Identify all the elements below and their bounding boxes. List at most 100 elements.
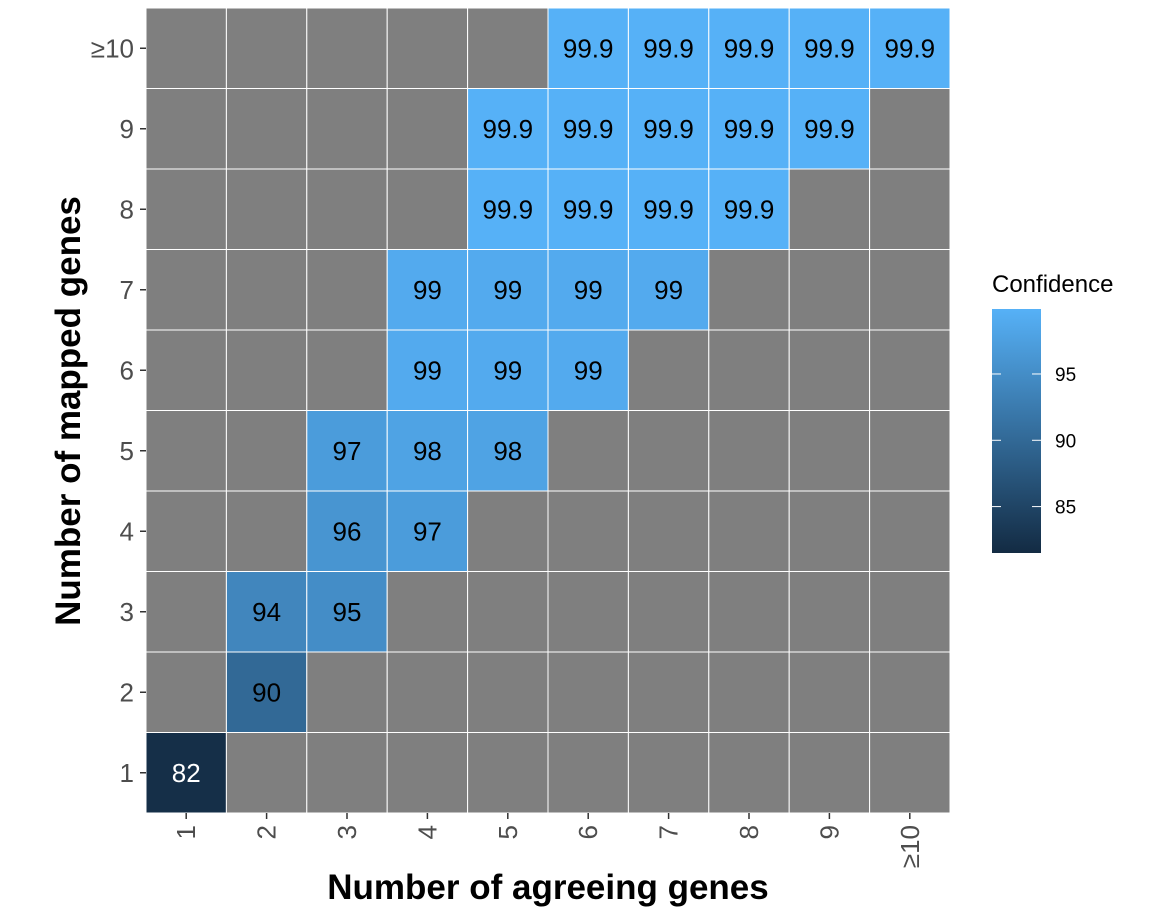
heatmap-cell-empty xyxy=(788,732,871,814)
heatmap-cell-empty xyxy=(225,88,308,170)
legend-tick-label: 90 xyxy=(1055,431,1076,452)
cell-value-label: 99 xyxy=(413,355,442,385)
x-axis: 1 2 3 4 5 6 7 8 9 ≥10 xyxy=(171,813,925,868)
cell-value-label: 99.9 xyxy=(563,33,614,63)
heatmap-cells xyxy=(145,7,951,814)
heatmap-cell-empty xyxy=(225,732,308,814)
cell-value-label: 99.9 xyxy=(884,33,935,63)
cell-value-label: 99.9 xyxy=(482,114,533,144)
heatmap-cell xyxy=(306,571,388,653)
y-tick-label: 5 xyxy=(120,436,134,466)
heatmap-cell-empty xyxy=(225,7,308,89)
heatmap-cell-empty xyxy=(467,571,549,653)
heatmap-cell-empty xyxy=(708,410,790,492)
cell-value-label: 90 xyxy=(252,677,281,707)
heatmap-cell-empty xyxy=(708,732,790,814)
heatmap-cell-empty xyxy=(386,651,469,733)
heatmap-cell-empty xyxy=(788,571,871,653)
cell-value-label: 99 xyxy=(493,355,522,385)
heatmap-cell-empty xyxy=(145,651,227,733)
heatmap-cell xyxy=(547,88,629,170)
heatmap-cell-empty xyxy=(467,651,549,733)
y-axis-title: Number of mapped genes xyxy=(49,196,88,626)
heatmap-cell xyxy=(708,7,790,89)
heatmap-cell-empty xyxy=(467,732,549,814)
heatmap-cell-empty xyxy=(225,249,308,331)
heatmap-cell xyxy=(627,249,710,331)
cell-value-label: 99 xyxy=(654,275,683,305)
cell-value-label: 99.9 xyxy=(804,33,855,63)
legend: Confidence 85 90 95 xyxy=(992,271,1113,553)
heatmap-cell-empty xyxy=(225,490,308,572)
heatmap-cell-empty xyxy=(467,7,549,89)
cell-value-label: 97 xyxy=(413,516,442,546)
heatmap-cell-empty xyxy=(708,571,790,653)
heatmap-cell-empty xyxy=(306,651,388,733)
heatmap-cell-empty xyxy=(869,410,951,492)
heatmap-cell-empty xyxy=(788,329,871,411)
legend-colorbar xyxy=(992,309,1041,553)
legend-tick-label: 95 xyxy=(1055,365,1076,386)
heatmap-cell-empty xyxy=(306,168,388,250)
legend-tick-label: 85 xyxy=(1055,498,1076,519)
heatmap-cell xyxy=(869,7,951,89)
x-tick-label: 6 xyxy=(573,825,603,839)
y-tick-label: 9 xyxy=(120,114,134,144)
heatmap-cell-empty xyxy=(869,329,951,411)
heatmap-cell-empty xyxy=(145,249,227,331)
heatmap-cell-empty xyxy=(306,249,388,331)
heatmap-cell xyxy=(386,329,469,411)
heatmap-cell-empty xyxy=(708,249,790,331)
heatmap-cell xyxy=(547,249,629,331)
y-tick-label: 1 xyxy=(120,758,134,788)
x-tick-label: 3 xyxy=(332,825,362,839)
heatmap-cell-empty xyxy=(145,7,227,89)
heatmap-cell xyxy=(467,88,549,170)
heatmap-cell xyxy=(467,329,549,411)
heatmap-cell-empty xyxy=(788,651,871,733)
cell-value-label: 99 xyxy=(493,275,522,305)
heatmap-cell xyxy=(145,732,227,814)
heatmap-cell-empty xyxy=(869,88,951,170)
heatmap-cell-empty xyxy=(145,329,227,411)
heatmap-cell-empty xyxy=(708,490,790,572)
cell-value-label: 98 xyxy=(413,436,442,466)
heatmap-cell-empty xyxy=(869,571,951,653)
x-tick-label: ≥10 xyxy=(895,825,925,868)
x-tick-label: 1 xyxy=(171,825,201,839)
heatmap-cell xyxy=(225,571,308,653)
heatmap-cell-empty xyxy=(386,571,469,653)
cell-value-label: 99.9 xyxy=(724,194,775,224)
cell-value-label: 95 xyxy=(333,597,362,627)
heatmap-cell-empty xyxy=(386,168,469,250)
cell-value-label: 99.9 xyxy=(643,33,694,63)
heatmap-cell xyxy=(547,7,629,89)
cell-value-label: 94 xyxy=(252,597,281,627)
heatmap-cell-empty xyxy=(869,651,951,733)
heatmap-cell-empty xyxy=(386,732,469,814)
x-tick-label: 5 xyxy=(493,825,523,839)
heatmap-cell-empty xyxy=(788,410,871,492)
heatmap-cell xyxy=(627,168,710,250)
heatmap-cell xyxy=(225,651,308,733)
heatmap-cell xyxy=(306,490,388,572)
cell-value-label: 98 xyxy=(493,436,522,466)
cell-value-label: 99 xyxy=(574,355,603,385)
heatmap-cell-empty xyxy=(547,732,629,814)
cell-value-label: 99.9 xyxy=(724,33,775,63)
cell-value-label: 82 xyxy=(172,758,201,788)
cell-value-label: 99.9 xyxy=(724,114,775,144)
heatmap-cell xyxy=(788,7,871,89)
heatmap-cell-empty xyxy=(306,329,388,411)
cell-value-label: 99.9 xyxy=(804,114,855,144)
heatmap-cell-empty xyxy=(627,329,710,411)
cell-value-label: 99.9 xyxy=(563,194,614,224)
heatmap-cell-labels: 82 90 94 95 96 97 97 98 98 99 99 99 99 99 99 99 99.9 99.9… xyxy=(172,33,935,788)
heatmap-cell-empty xyxy=(225,168,308,250)
heatmap-cell-empty xyxy=(145,410,227,492)
heatmap-cell-empty xyxy=(788,249,871,331)
heatmap-cell xyxy=(788,88,871,170)
heatmap-cell-empty xyxy=(627,651,710,733)
y-tick-label: 2 xyxy=(120,677,134,707)
heatmap-cell xyxy=(547,168,629,250)
